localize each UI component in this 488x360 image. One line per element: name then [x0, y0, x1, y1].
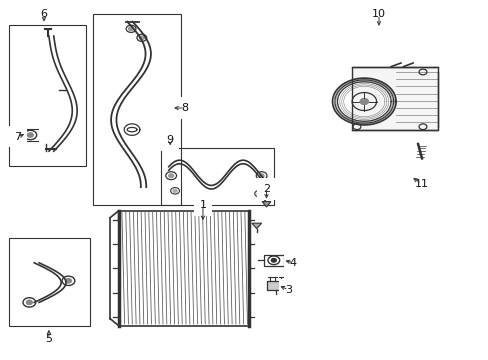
Polygon shape	[251, 223, 261, 229]
Text: 8: 8	[181, 103, 188, 113]
Bar	[266, 281, 285, 290]
Bar	[161, 148, 273, 205]
Text: 1: 1	[199, 200, 206, 210]
Text: 3: 3	[285, 285, 291, 295]
Polygon shape	[262, 202, 270, 207]
Circle shape	[271, 258, 276, 262]
Circle shape	[259, 174, 264, 177]
Text: 10: 10	[371, 9, 385, 19]
Text: 2: 2	[263, 184, 269, 194]
Circle shape	[257, 192, 261, 195]
Bar	[9, 238, 90, 326]
Text: 5: 5	[45, 334, 52, 344]
Text: 9: 9	[166, 135, 173, 145]
Bar	[93, 14, 181, 205]
Text: 6: 6	[41, 9, 47, 19]
Circle shape	[128, 27, 133, 31]
Circle shape	[173, 189, 177, 192]
Circle shape	[65, 279, 71, 283]
Circle shape	[26, 300, 32, 305]
Text: 4: 4	[289, 258, 296, 268]
Circle shape	[27, 133, 33, 137]
Circle shape	[139, 36, 144, 40]
Text: 7: 7	[14, 132, 21, 142]
Text: 11: 11	[414, 179, 427, 189]
Bar	[351, 67, 437, 130]
Bar	[264, 255, 283, 266]
Circle shape	[168, 174, 173, 177]
Circle shape	[360, 99, 367, 104]
Bar	[9, 25, 85, 166]
